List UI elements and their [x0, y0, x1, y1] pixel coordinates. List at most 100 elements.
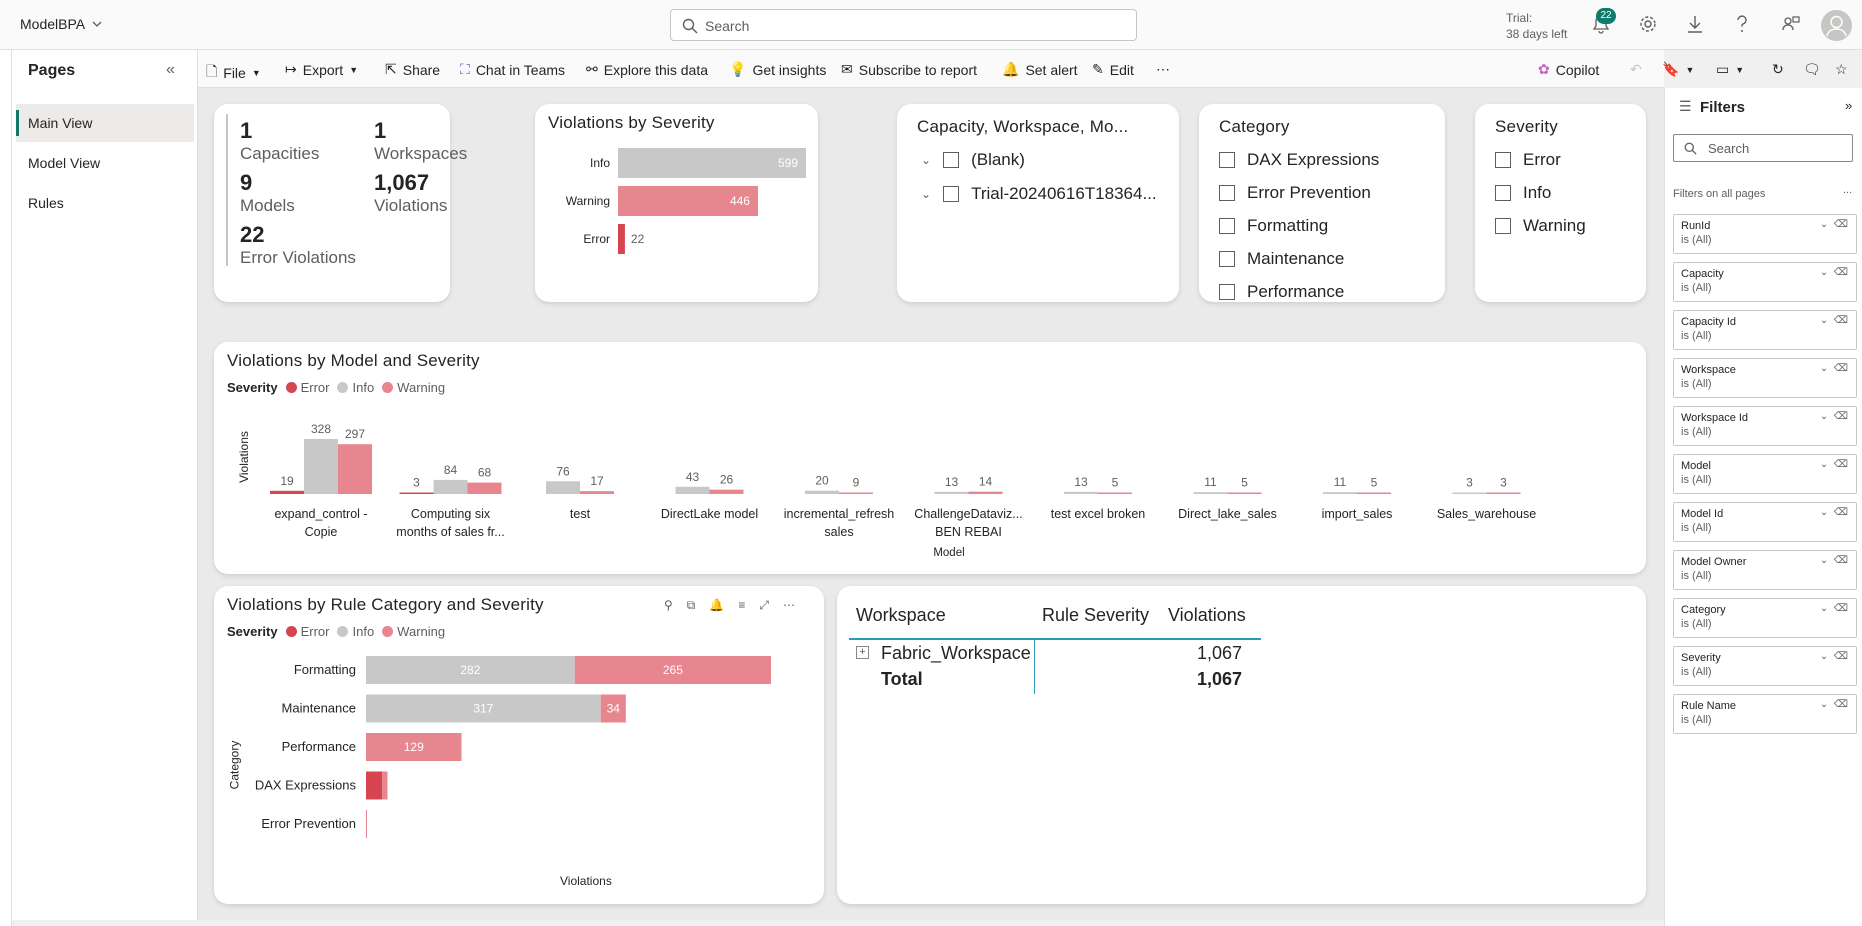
comment-icon[interactable]: 🗨 [1803, 61, 1821, 77]
model-bar[interactable] [399, 492, 434, 495]
model-bar[interactable] [338, 444, 372, 494]
model-bar[interactable] [270, 490, 304, 494]
checkbox[interactable] [943, 186, 960, 202]
slicer-item-error-prevention[interactable]: Error Prevention [1219, 183, 1371, 203]
chevron-down-icon[interactable]: ⌄ ⌫ [1819, 267, 1848, 278]
legend-info-label[interactable]: Info [352, 624, 375, 639]
checkbox[interactable] [1219, 185, 1235, 201]
app-name[interactable]: ModelBPA [20, 16, 86, 32]
filter-card[interactable]: Workspace is (All) ⌄ ⌫ [1673, 358, 1857, 398]
table-header-violations[interactable]: Violations [1168, 605, 1246, 625]
page-model-view[interactable]: Model View [28, 155, 101, 171]
model-chart-card[interactable]: Violations by Model and Severity Severit… [214, 342, 1646, 574]
subscribe-button[interactable]: ✉ Subscribe to report [841, 61, 977, 78]
filter-card[interactable]: Model Owner is (All) ⌄ ⌫ [1673, 550, 1857, 590]
model-bar[interactable] [467, 482, 502, 494]
category-bar-segment[interactable] [366, 733, 462, 761]
slicer-item-blank[interactable]: ⌄ (Blank) [921, 150, 1025, 170]
slicer-item-info[interactable]: Info [1495, 183, 1551, 203]
slicer-item-warning[interactable]: Warning [1495, 216, 1586, 236]
category-bar-segment[interactable] [366, 810, 367, 838]
severity-bar[interactable] [618, 224, 625, 254]
edit-button[interactable]: ✎ Edit [1092, 61, 1134, 78]
model-bar[interactable] [805, 490, 839, 494]
model-bar[interactable] [1193, 492, 1228, 494]
slicer-item-error[interactable]: Error [1495, 150, 1561, 170]
model-bar[interactable] [1357, 492, 1391, 495]
category-chart-card[interactable]: Violations by Rule Category and Severity… [214, 586, 824, 904]
chevron-down-icon[interactable]: ⌄ ⌫ [1819, 603, 1848, 614]
filter-card[interactable]: Model Id is (All) ⌄ ⌫ [1673, 502, 1857, 542]
model-bar[interactable] [1227, 492, 1262, 495]
model-bar[interactable] [968, 491, 1003, 494]
chat-in-teams-button[interactable]: ⛶ Chat in Teams [460, 61, 565, 78]
slicer-item-maintenance[interactable]: Maintenance [1219, 249, 1344, 269]
legend-error-label[interactable]: Error [300, 624, 330, 639]
gear-icon[interactable] [1638, 14, 1658, 34]
alert-icon[interactable]: 🔔 [709, 598, 725, 612]
table-row-workspace[interactable]: Fabric_Workspace [881, 643, 1031, 663]
bookmark-icon[interactable]: 🔖 ▼ [1662, 61, 1695, 77]
category-bar-segment[interactable] [366, 771, 383, 800]
slicer-item-formatting[interactable]: Formatting [1219, 216, 1328, 236]
download-icon[interactable] [1686, 14, 1704, 34]
chevron-down-icon[interactable]: ⌄ ⌫ [1819, 651, 1848, 662]
filter-card[interactable]: Rule Name is (All) ⌄ ⌫ [1673, 694, 1857, 734]
share-button[interactable]: ⇱ Share [385, 61, 440, 78]
copy-icon[interactable]: ⧉ [686, 598, 696, 612]
checkbox[interactable] [1219, 251, 1235, 267]
collapse-pages-icon[interactable]: « [166, 61, 175, 78]
chevron-down-icon[interactable]: ⌄ ⌫ [1819, 363, 1848, 374]
checkbox[interactable] [943, 152, 960, 168]
table-header-rule-severity[interactable]: Rule Severity [1042, 605, 1150, 625]
copilot-button[interactable]: ✿ Copilot [1538, 61, 1599, 78]
model-bar[interactable] [675, 486, 710, 494]
refresh-icon[interactable]: ↻ [1772, 61, 1784, 77]
severity-bar[interactable] [618, 148, 806, 178]
filter-card[interactable]: RunId is (All) ⌄ ⌫ [1673, 214, 1857, 254]
model-bar[interactable] [934, 491, 969, 494]
set-alert-button[interactable]: 🔔 Set alert [1002, 61, 1078, 78]
model-bar[interactable] [546, 481, 580, 494]
slicer-item-performance[interactable]: Performance [1219, 282, 1344, 302]
more-icon[interactable]: ⋯ [782, 598, 795, 612]
model-bar[interactable] [1098, 492, 1132, 495]
slicer-item-dax[interactable]: DAX Expressions [1219, 150, 1379, 170]
filter-card[interactable]: Model is (All) ⌄ ⌫ [1673, 454, 1857, 494]
matrix-table-card[interactable]: Workspace Rule Severity Violations + Fab… [837, 586, 1646, 904]
category-bar-segment[interactable] [366, 656, 575, 684]
favorite-icon[interactable]: ☆ [1835, 61, 1848, 77]
legend-warning-label[interactable]: Warning [397, 624, 446, 639]
model-bar[interactable] [1486, 492, 1521, 495]
filter-card[interactable]: Capacity Id is (All) ⌄ ⌫ [1673, 310, 1857, 350]
focus-mode-icon[interactable]: ⤢ [759, 598, 769, 612]
filter-icon[interactable]: ≡ [738, 598, 746, 612]
avatar[interactable] [1821, 10, 1852, 41]
category-bar-segment[interactable] [366, 694, 601, 723]
chevron-down-icon[interactable]: ⌄ ⌫ [1819, 315, 1848, 326]
filter-card[interactable]: Category is (All) ⌄ ⌫ [1673, 598, 1857, 638]
model-bar[interactable] [1064, 491, 1098, 494]
legend-warning-label[interactable]: Warning [397, 380, 446, 395]
page-main-view[interactable]: Main View [16, 104, 194, 142]
checkbox[interactable] [1495, 185, 1511, 201]
view-icon[interactable]: ▭ ▼ [1716, 61, 1745, 77]
filters-more-button[interactable]: ... [1843, 184, 1853, 196]
category-bar-segment[interactable] [382, 771, 388, 800]
checkbox[interactable] [1495, 152, 1511, 168]
table-header-workspace[interactable]: Workspace [856, 605, 946, 625]
filters-search-input[interactable]: Search [1673, 134, 1853, 162]
filter-card[interactable]: Severity is (All) ⌄ ⌫ [1673, 646, 1857, 686]
model-bar[interactable] [1452, 492, 1487, 495]
global-search-input[interactable]: Search [670, 9, 1137, 41]
model-bar[interactable] [433, 479, 468, 494]
pin-icon[interactable]: ⚲ [664, 598, 673, 612]
model-bar[interactable] [839, 492, 873, 494]
chevron-down-icon[interactable]: ⌄ ⌫ [1819, 507, 1848, 518]
chevron-down-icon[interactable]: ⌄ ⌫ [1819, 555, 1848, 566]
checkbox[interactable] [1219, 152, 1235, 168]
model-bar[interactable] [580, 491, 614, 494]
model-bar[interactable] [709, 489, 744, 494]
get-insights-button[interactable]: 💡 Get insights [729, 61, 826, 78]
category-bar-segment[interactable] [600, 694, 626, 723]
